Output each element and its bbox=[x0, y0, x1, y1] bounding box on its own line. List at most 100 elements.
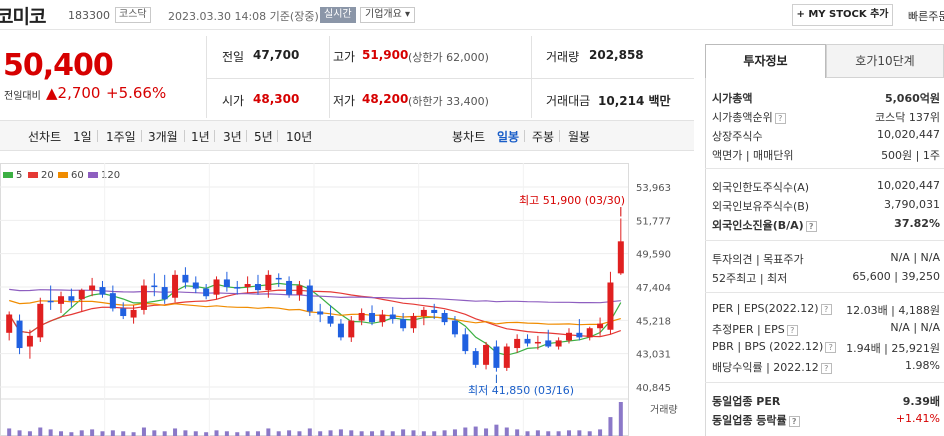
candle-body bbox=[337, 323, 344, 338]
period-10y[interactable]: 10년 bbox=[286, 130, 313, 144]
w52-value: 65,600 | 39,250 bbox=[852, 270, 940, 283]
candle-daily[interactable]: 일봉 bbox=[497, 130, 520, 144]
volume-bar bbox=[359, 431, 364, 436]
period-bar bbox=[0, 120, 694, 151]
y-tick-label: 43,031 bbox=[636, 350, 671, 361]
candle-body bbox=[47, 300, 54, 303]
candle-body bbox=[203, 288, 210, 297]
high-label: 고가 bbox=[333, 50, 356, 64]
volume-bar bbox=[618, 402, 623, 436]
ma20-line bbox=[8, 289, 622, 338]
volume-bar bbox=[266, 428, 271, 436]
volume-bar bbox=[110, 430, 115, 436]
period-1y[interactable]: 1년 bbox=[191, 130, 210, 144]
company-overview-dropdown[interactable]: 기업개요 ▾ bbox=[360, 7, 415, 23]
legend-ma120: 120 bbox=[88, 170, 120, 181]
period-3m[interactable]: 3개월 bbox=[148, 130, 178, 144]
candle-chart-label: 봉차트 bbox=[452, 130, 486, 144]
stock-header-bar bbox=[0, 0, 944, 30]
volume-bar bbox=[69, 432, 74, 436]
volume-bar bbox=[245, 431, 250, 436]
foreign-limit-label: 외국인한도주식수(A) bbox=[712, 181, 810, 194]
open-value: 48,300 bbox=[253, 92, 300, 106]
candlestick-chart[interactable]: 53,963 51,777 49,590 47,404 45,218 43,031 40,8… bbox=[0, 163, 694, 436]
volume-bar bbox=[173, 428, 178, 436]
help-icon[interactable]: ? bbox=[820, 362, 832, 374]
help-icon[interactable]: ? bbox=[805, 220, 817, 232]
volume-label: 거래량 bbox=[546, 50, 580, 64]
volume-bar bbox=[214, 430, 219, 436]
period-3y[interactable]: 3년 bbox=[223, 130, 242, 144]
high-value: 51,900 bbox=[362, 48, 409, 62]
candle-body bbox=[617, 241, 624, 274]
volume-bar bbox=[235, 432, 240, 436]
period-5y[interactable]: 5년 bbox=[254, 130, 273, 144]
y-tick-label: 40,845 bbox=[636, 383, 671, 394]
divider bbox=[246, 130, 247, 142]
help-icon[interactable]: ? bbox=[825, 341, 837, 353]
divider bbox=[214, 130, 215, 142]
candle-body bbox=[410, 316, 417, 329]
pbr-label: PBR | BPS (2022.12)? bbox=[712, 340, 837, 353]
low-annotation: 최저 41,850 (03/16) bbox=[468, 384, 574, 397]
upper-limit: (상한가 62,000) bbox=[408, 51, 489, 64]
volume-bar bbox=[598, 429, 603, 436]
amount-value: 10,214 백만 bbox=[598, 94, 671, 108]
candle-body bbox=[483, 344, 490, 365]
candle-monthly[interactable]: 월봉 bbox=[568, 130, 591, 144]
par-value: 500원 | 1주 bbox=[881, 149, 940, 162]
volume-bar bbox=[121, 431, 126, 436]
open-label: 시가 bbox=[222, 94, 245, 108]
candle-body bbox=[306, 285, 313, 312]
volume-bar bbox=[276, 431, 281, 436]
help-icon[interactable]: ? bbox=[788, 415, 800, 427]
candle-body bbox=[130, 309, 137, 318]
candle-body bbox=[120, 308, 127, 317]
volume-bar bbox=[484, 428, 489, 436]
y-tick-label: 45,218 bbox=[636, 316, 671, 327]
change-value: ▲2,700 bbox=[46, 84, 101, 102]
divider bbox=[705, 292, 944, 293]
candle-body bbox=[545, 340, 552, 347]
help-icon[interactable]: ? bbox=[774, 112, 786, 124]
candle-body bbox=[254, 284, 261, 291]
realtime-button[interactable]: 실시간 bbox=[320, 7, 356, 23]
candle-body bbox=[192, 282, 199, 289]
volume-bar bbox=[59, 431, 64, 436]
candle-body bbox=[348, 320, 355, 338]
candle-body bbox=[514, 338, 521, 349]
volume-bar bbox=[504, 427, 509, 436]
opinion-label: 투자의견 | 목표주가 bbox=[712, 253, 804, 266]
y-tick-label: 47,404 bbox=[636, 283, 671, 294]
candle-body bbox=[379, 314, 386, 323]
line-chart-label: 선차트 bbox=[28, 130, 62, 144]
market-cap-label: 시가총액 bbox=[712, 92, 753, 105]
volume-bar bbox=[152, 430, 157, 436]
volume-bar bbox=[183, 430, 188, 436]
candle-body bbox=[503, 346, 510, 368]
candle-body bbox=[78, 290, 85, 300]
high-annotation: 최고 51,900 (03/30) bbox=[519, 194, 625, 207]
period-1w[interactable]: 1주일 bbox=[106, 130, 136, 144]
candle-body bbox=[607, 282, 614, 330]
candle-body bbox=[576, 332, 583, 338]
quick-order-link[interactable]: 빠른주문 bbox=[908, 10, 944, 23]
foreign-limit-value: 10,020,447 bbox=[877, 179, 940, 192]
volume-bar bbox=[421, 431, 426, 436]
foreign-hold-value: 3,790,031 bbox=[884, 198, 940, 211]
volume-bar bbox=[577, 430, 582, 436]
help-icon[interactable]: ? bbox=[820, 303, 832, 315]
current-price: 50,400 bbox=[3, 48, 114, 83]
candle-weekly[interactable]: 주봉 bbox=[532, 130, 555, 144]
volume-value: 202,858 bbox=[589, 48, 644, 62]
candle-body bbox=[597, 323, 604, 329]
tab-invest-info[interactable]: 투자정보 bbox=[705, 44, 826, 78]
tab-orderbook[interactable]: 호가10단계 bbox=[826, 44, 944, 78]
volume-bar bbox=[515, 429, 520, 436]
add-mystock-button[interactable]: + MY STOCK 추가 bbox=[792, 4, 893, 26]
volume-bar bbox=[349, 430, 354, 436]
period-1d[interactable]: 1일 bbox=[73, 130, 92, 144]
help-icon[interactable]: ? bbox=[786, 324, 798, 336]
shares-value: 10,020,447 bbox=[877, 128, 940, 141]
lower-limit: (하한가 33,400) bbox=[408, 95, 489, 108]
